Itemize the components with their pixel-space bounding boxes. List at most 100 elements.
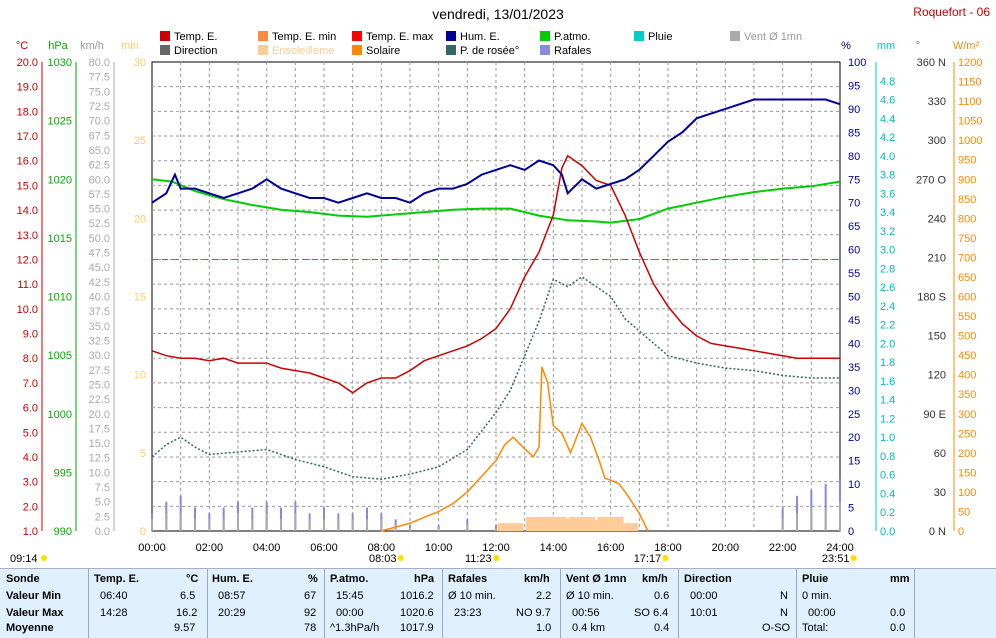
tick-time: 18:00: [654, 542, 682, 554]
tick-rain: 2.4: [880, 301, 895, 313]
tick-hum: 80: [848, 151, 860, 163]
tick-solar: 850: [958, 194, 976, 206]
tick-rain: 3.4: [880, 207, 895, 219]
tick-solar: 600: [958, 292, 976, 304]
tick-solar: 0: [958, 526, 964, 538]
tick-temp: 14.0: [17, 205, 38, 217]
tick-hum: 0: [848, 526, 854, 538]
series-ensoleilleme-bar: [583, 520, 610, 531]
stats-dir-header: Direction: [684, 573, 732, 585]
tick-temp: 12.0: [17, 254, 38, 266]
unit-wind: km/h: [80, 40, 104, 52]
tick-solar: 700: [958, 252, 976, 264]
stats-dir-min-time: 00:00: [690, 590, 718, 602]
legend-swatch: [446, 45, 456, 55]
tick-wind: 72.5: [89, 101, 110, 113]
stats-wind-unit: km/h: [642, 573, 668, 585]
tick-press: 1015: [48, 233, 72, 245]
legend-swatch: [160, 31, 170, 41]
tick-temp: 18.0: [17, 106, 38, 118]
tick-temp: 1.0: [23, 526, 38, 538]
tick-rain: 1.4: [880, 395, 895, 407]
tick-rain: 1.0: [880, 432, 895, 444]
legend-item: Pluie: [634, 31, 672, 43]
stats-wind-min-label: Ø 10 min.: [566, 590, 614, 602]
legend-item: Temp. E. min: [258, 31, 336, 43]
tick-rain: 0.0: [880, 526, 895, 538]
stats-press-trend: ^1.3hPa/h: [330, 622, 380, 634]
tick-wind: 25.0: [89, 379, 110, 391]
stats-hum-header: Hum. E.: [212, 573, 253, 585]
tick-rain: 1.6: [880, 376, 895, 388]
tick-solar: 450: [958, 350, 976, 362]
legend-item: P.atmo.: [540, 31, 591, 43]
stats-wind-min-value: 0.6: [654, 590, 670, 602]
tick-dir: 150: [928, 331, 946, 343]
tick-solar: 650: [958, 272, 976, 284]
tick-wind: 32.5: [89, 335, 110, 347]
series-hum-e: [151, 98, 841, 204]
tick-min: 15: [134, 292, 146, 304]
legend-label: Solaire: [366, 45, 401, 57]
stats-dir-avg: O-SO: [762, 622, 791, 634]
legend-item: Vent Ø 1mn: [730, 31, 802, 43]
tick-wind: 0.0: [95, 526, 110, 538]
day-end-icon: [850, 555, 857, 561]
tick-solar: 1050: [958, 116, 982, 128]
tick-temp: 6.0: [23, 403, 38, 415]
stats-wind-distance: 0.4 km: [572, 622, 606, 634]
tick-hum: 100: [848, 57, 866, 69]
tick-time: 02:00: [196, 542, 224, 554]
chart-axes: °C hPa km/h min% mm ° W/m² 20.0 19.0 18.0 17.0 16.0…: [10, 40, 982, 565]
tick-wind: 45.0: [89, 262, 110, 274]
chart-title: vendredi, 13/01/2023: [432, 6, 564, 22]
tick-solar: 1000: [958, 135, 982, 147]
unit-dir: °: [916, 40, 920, 52]
tick-temp: 8.0: [23, 353, 38, 365]
stats-header-sonde: Sonde: [6, 573, 40, 585]
tick-wind: 47.5: [89, 248, 110, 260]
tick-dir: 0 N: [929, 526, 946, 538]
tick-rain: 1.8: [880, 357, 895, 369]
tick-hum: 65: [848, 221, 860, 233]
tick-solar: 900: [958, 174, 976, 186]
stats-rain-max-time: 00:00: [808, 607, 836, 619]
stats-table: Sonde Valeur Min Valeur Max Moyenne Temp…: [0, 568, 996, 638]
stats-rain-total: 0.0: [890, 622, 906, 634]
tick-wind: 27.5: [89, 365, 110, 377]
stats-hum-min-value: 67: [304, 590, 317, 602]
tick-solar: 500: [958, 331, 976, 343]
tick-min: 5: [140, 448, 146, 460]
stats-press-min-time: 15:45: [336, 590, 364, 602]
tick-temp: 11.0: [17, 279, 38, 291]
tick-temp: 16.0: [17, 156, 38, 168]
legend-item: Temp. E.: [160, 31, 217, 43]
stats-temp-max-time: 14:28: [100, 607, 128, 619]
tick-hum: 10: [848, 479, 860, 491]
legend-swatch: [352, 45, 362, 55]
legend-swatch: [160, 45, 170, 55]
tick-time: 00:00: [138, 542, 166, 554]
tick-temp: 5.0: [23, 427, 38, 439]
tick-temp: 10.0: [17, 304, 38, 316]
tick-wind: 60.0: [89, 174, 110, 186]
tick-temp: 20.0: [17, 57, 38, 69]
legend-swatch: [540, 45, 550, 55]
legend-swatch: [258, 45, 268, 55]
tick-solar: 1200: [958, 57, 982, 69]
legend-label: Pluie: [648, 31, 673, 43]
tick-temp: 7.0: [23, 378, 38, 390]
tick-wind: 7.5: [95, 482, 110, 494]
tick-time: 12:00: [482, 542, 510, 554]
stats-wind-max-value: SO 6.4: [634, 607, 669, 619]
stats-row-min: Valeur Min: [6, 590, 62, 602]
tick-hum: 60: [848, 245, 860, 257]
tick-rain: 4.8: [880, 76, 895, 88]
tick-dir: 240: [928, 213, 946, 225]
unit-hum: %: [841, 40, 851, 52]
tick-wind: 37.5: [89, 306, 110, 318]
tick-wind: 12.5: [89, 453, 110, 465]
station-name[interactable]: Roquefort - 06: [913, 5, 990, 19]
tick-time: 06:00: [310, 542, 338, 554]
weather-chart: °C hPa km/h min% mm ° W/m² 20.0 19.0 18.0 17.0 16.0…: [10, 40, 982, 565]
